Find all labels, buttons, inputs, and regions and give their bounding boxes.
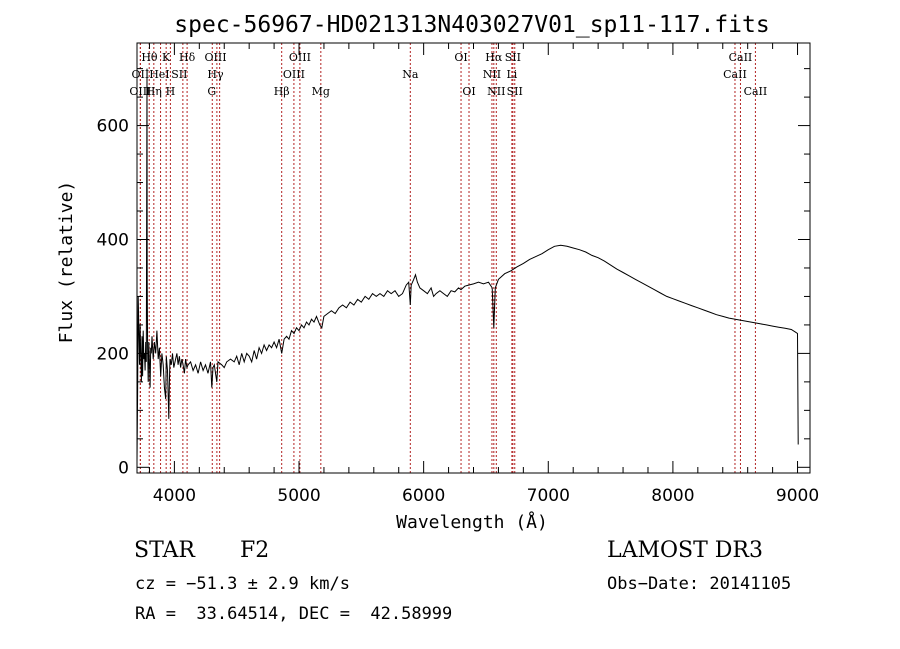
line-label-0: Hθ <box>141 51 158 64</box>
line-label-1: OII <box>132 68 150 81</box>
survey-name: LAMOST DR3 <box>607 538 763 563</box>
spectral-line-markers <box>139 43 756 473</box>
line-label-24: SII <box>507 85 523 98</box>
coordinates: RA = 33.64514, DEC = 42.58999 <box>135 604 453 624</box>
line-label-7: SII <box>171 68 187 81</box>
y-tick-label: 200 <box>97 344 129 364</box>
chart-title: spec-56967-HD021313N403027V01_sp11-117.f… <box>174 12 769 38</box>
y-axis-label: Flux (relative) <box>56 181 77 344</box>
x-tick-label: 6000 <box>402 486 445 506</box>
line-label-10: Hγ <box>207 68 224 81</box>
y-tick-label: 0 <box>118 458 129 478</box>
line-label-18: OI <box>462 85 475 98</box>
line-label-14: OIII <box>283 68 305 81</box>
x-tick-label: 7000 <box>527 486 570 506</box>
line-label-11: G <box>207 85 216 98</box>
x-axis-label: Wavelength (Å) <box>396 511 548 533</box>
obs-date: Obs−Date: 20141105 <box>607 574 792 594</box>
line-label-15: Mg <box>312 85 330 98</box>
line-label-13: OIII <box>289 51 311 64</box>
y-axis-ticks: 0 200 400 600 <box>97 68 810 478</box>
line-label-19: Hα <box>485 51 503 64</box>
line-label-21: NII <box>487 85 505 98</box>
line-label-16: Na <box>402 68 419 81</box>
line-label-17: OI <box>454 51 467 64</box>
plot-frame <box>136 42 811 474</box>
line-label-9: OIII <box>204 51 226 64</box>
x-tick-label: 4000 <box>153 486 196 506</box>
y-tick-label: 400 <box>97 230 129 250</box>
line-label-22: SII <box>505 51 521 64</box>
line-label-12: Hβ <box>274 85 290 98</box>
x-tick-label: 5000 <box>277 486 320 506</box>
subclass: F2 <box>240 538 270 563</box>
x-tick-label: 9000 <box>776 486 819 506</box>
line-label-25: CaII <box>729 51 753 64</box>
object-type: STAR <box>134 538 195 563</box>
line-label-23: Li <box>506 68 517 81</box>
line-label-8: Hδ <box>179 51 196 64</box>
line-label-20: NII <box>483 68 501 81</box>
y-tick-label: 600 <box>97 117 129 137</box>
spectrum-series-line <box>136 68 799 462</box>
line-label-27: CaII <box>744 85 768 98</box>
line-label-2: OIII <box>129 85 151 98</box>
line-label-6: H <box>166 85 176 98</box>
x-axis-ticks: 4000 5000 6000 7000 8000 9000 <box>148 43 819 506</box>
line-label-3: Hη <box>146 85 162 98</box>
line-label-26: CaII <box>723 68 747 81</box>
redshift-cz: cz = −51.3 ± 2.9 km/s <box>135 574 350 594</box>
line-label-4: HeI <box>149 68 169 81</box>
line-label-5: K <box>162 51 171 64</box>
x-tick-label: 8000 <box>651 486 694 506</box>
